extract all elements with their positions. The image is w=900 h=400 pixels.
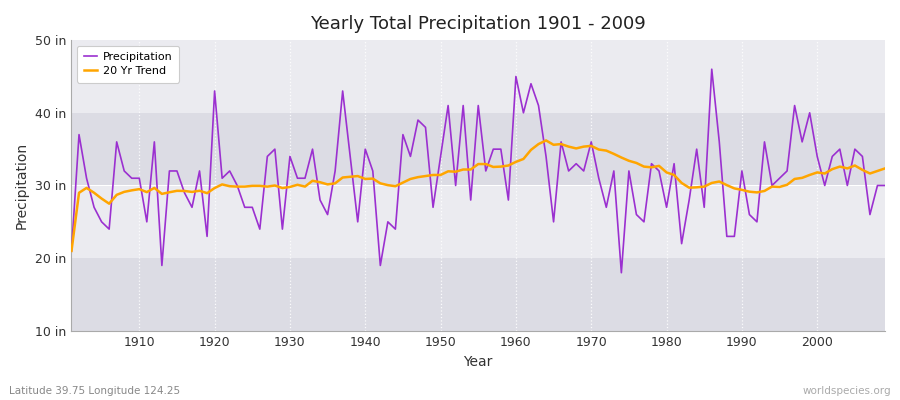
Precipitation <box>879 183 890 188</box>
Bar <box>71 186 885 258</box>
Precipitation <box>616 270 626 275</box>
Precipitation <box>706 67 717 72</box>
Y-axis label: Precipitation: Precipitation <box>15 142 29 229</box>
Bar <box>71 258 885 331</box>
Precipitation <box>601 205 612 210</box>
Text: Latitude 39.75 Longitude 124.25: Latitude 39.75 Longitude 124.25 <box>9 386 180 396</box>
Line: 20 Yr Trend: 20 Yr Trend <box>71 140 885 251</box>
Precipitation <box>126 176 137 181</box>
20 Yr Trend <box>126 188 137 193</box>
20 Yr Trend <box>292 182 303 187</box>
Text: worldspecies.org: worldspecies.org <box>803 386 891 396</box>
20 Yr Trend <box>541 138 552 143</box>
Bar <box>71 113 885 186</box>
Precipitation <box>510 74 521 79</box>
20 Yr Trend <box>66 248 77 253</box>
20 Yr Trend <box>608 152 619 156</box>
20 Yr Trend <box>503 163 514 168</box>
X-axis label: Year: Year <box>464 355 493 369</box>
Title: Yearly Total Precipitation 1901 - 2009: Yearly Total Precipitation 1901 - 2009 <box>310 15 646 33</box>
Precipitation <box>338 88 348 93</box>
Precipitation <box>503 198 514 202</box>
20 Yr Trend <box>879 166 890 171</box>
Legend: Precipitation, 20 Yr Trend: Precipitation, 20 Yr Trend <box>77 46 179 82</box>
Bar <box>71 40 885 113</box>
20 Yr Trend <box>338 175 348 180</box>
Line: Precipitation: Precipitation <box>71 69 885 273</box>
Precipitation <box>292 176 303 181</box>
20 Yr Trend <box>510 160 521 164</box>
Precipitation <box>66 248 77 253</box>
